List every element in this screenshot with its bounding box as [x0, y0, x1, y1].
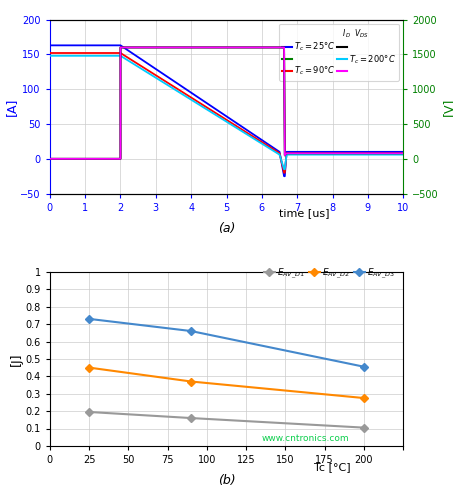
Y-axis label: [J]: [J]: [10, 352, 23, 366]
Y-axis label: [V]: [V]: [442, 98, 453, 116]
Text: time [us]: time [us]: [279, 208, 329, 218]
$E_{AV\_D1}$: [361, 425, 366, 431]
Text: Tc [°C]: Tc [°C]: [314, 462, 351, 472]
Legend: $E_{AV\_D1}$, $E_{AV\_D2}$, $E_{AV\_D3}$: $E_{AV\_D1}$, $E_{AV\_D2}$, $E_{AV\_D3}$: [260, 263, 399, 284]
$E_{AV\_D1}$: [188, 415, 194, 421]
$E_{AV\_D2}$: [361, 395, 366, 401]
Line: $E_{AV\_D1}$: $E_{AV\_D1}$: [87, 409, 366, 430]
$E_{AV\_D2}$: [188, 379, 194, 385]
$E_{AV\_D3}$: [87, 316, 92, 322]
$E_{AV\_D3}$: [188, 328, 194, 334]
$E_{AV\_D2}$: [87, 365, 92, 370]
Text: www.cntronics.com: www.cntronics.com: [262, 434, 349, 442]
Y-axis label: [A]: [A]: [5, 98, 18, 116]
$E_{AV\_D3}$: [361, 364, 366, 369]
Line: $E_{AV\_D2}$: $E_{AV\_D2}$: [87, 365, 366, 401]
$E_{AV\_D1}$: [87, 409, 92, 415]
Line: $E_{AV\_D3}$: $E_{AV\_D3}$: [87, 316, 366, 369]
Text: (b): (b): [218, 474, 235, 487]
Legend: $T_c=25°C$, , $T_c=90°C$, , $T_c=200°C$, : $T_c=25°C$, , $T_c=90°C$, , $T_c=200°C$,: [279, 24, 399, 81]
Text: (a): (a): [218, 222, 235, 235]
